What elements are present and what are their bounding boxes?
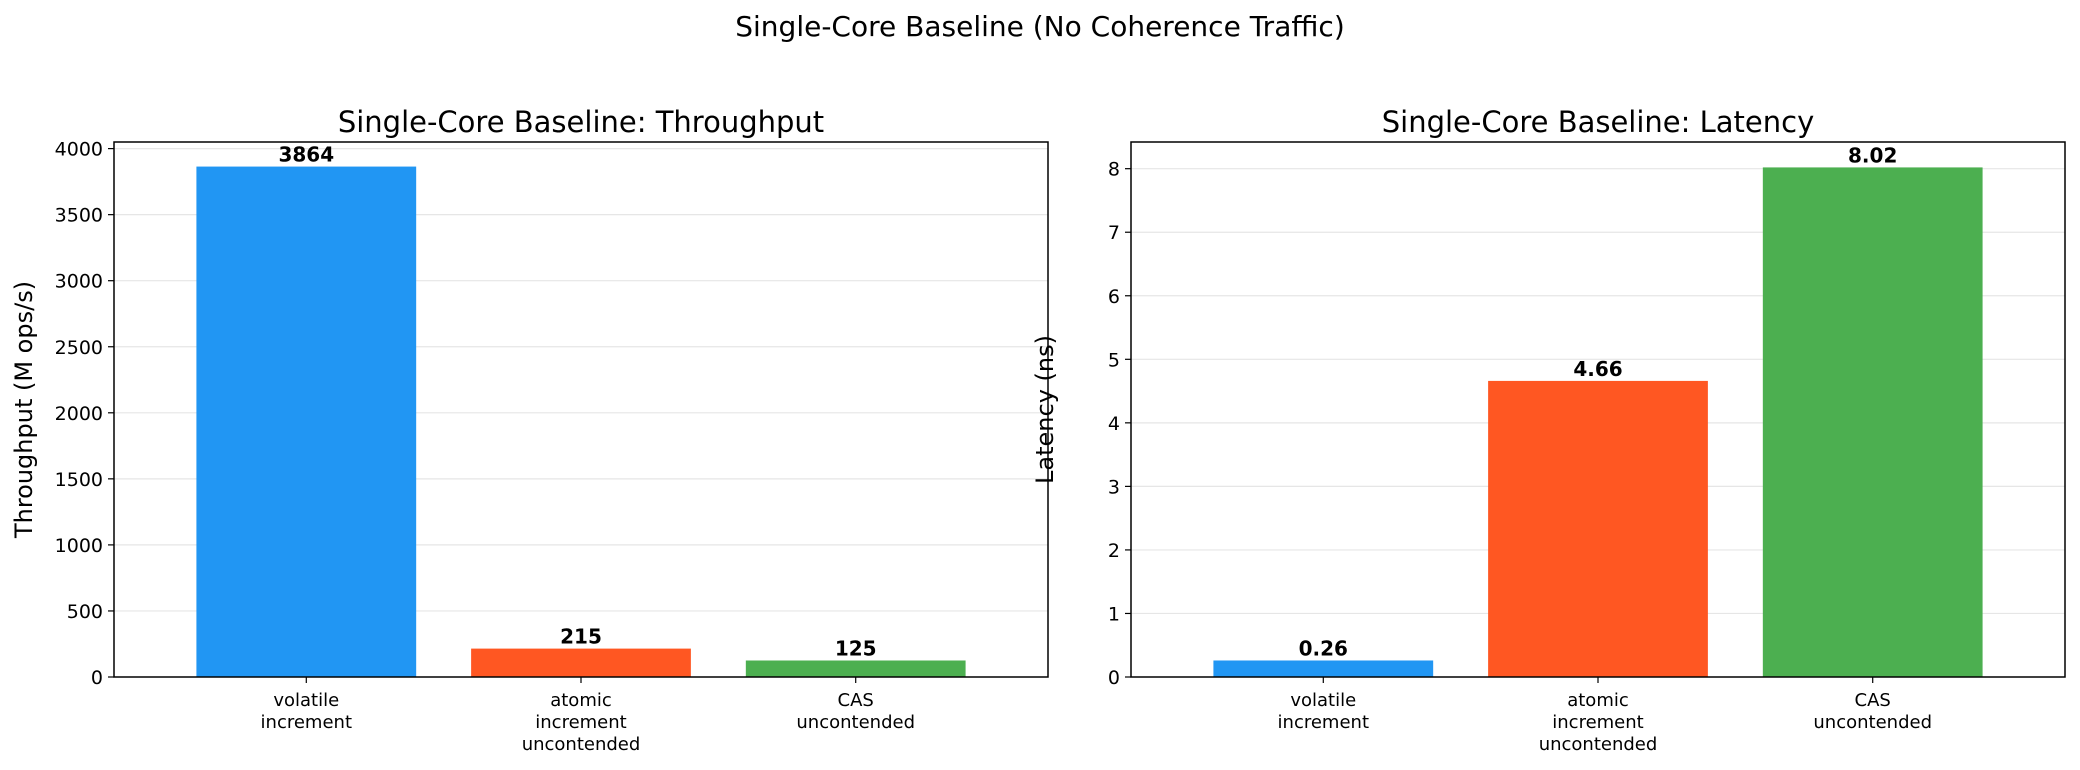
- latency-category-label-1: atomic increment uncontended: [1539, 690, 1658, 755]
- latency-category-label-2: CAS uncontended: [1813, 690, 1932, 733]
- latency-ytick-label: 0: [1108, 667, 1120, 689]
- throughput-category-label-1: atomic increment uncontended: [522, 690, 641, 755]
- latency-ytick-label: 3: [1108, 476, 1120, 498]
- throughput-chart-title: Single-Core Baseline: Throughput: [338, 105, 824, 139]
- latency-ylabel: Latency (ns): [1031, 335, 1059, 484]
- latency-ytick-label: 7: [1108, 222, 1120, 244]
- latency-chart: 0.26 volatile increment 4.66 atomic increment…: [1031, 105, 2066, 755]
- throughput-ytick-label: 1000: [55, 535, 103, 557]
- throughput-ytick-label: 3000: [55, 271, 103, 293]
- throughput-ytick-label: 3500: [55, 205, 103, 227]
- latency-chart-title: Single-Core Baseline: Latency: [1382, 105, 1815, 139]
- throughput-bar-0: [196, 166, 417, 677]
- latency-bar-2: [1762, 167, 1983, 677]
- latency-ytick-label: 1: [1108, 603, 1120, 625]
- latency-bar-1: [1488, 380, 1708, 677]
- latency-value-label-1: 4.66: [1573, 357, 1622, 381]
- throughput-ytick-label: 0: [91, 667, 103, 689]
- latency-bar-0: [1213, 660, 1434, 677]
- throughput-bar-1: [471, 648, 691, 677]
- throughput-ytick-label: 2500: [55, 337, 103, 359]
- throughput-chart: 3864 volatile increment 215 atomic increment u…: [10, 105, 1049, 755]
- latency-value-label-2: 8.02: [1848, 143, 1897, 167]
- throughput-category-label-0: volatile increment: [261, 690, 352, 733]
- throughput-axes-frame: [113, 141, 1049, 678]
- latency-ytick-label: 4: [1108, 413, 1120, 435]
- throughput-ytick-label: 500: [67, 601, 103, 623]
- latency-category-label-0: volatile increment: [1278, 690, 1369, 733]
- throughput-value-label-1: 215: [560, 625, 602, 649]
- latency-ytick-label: 2: [1108, 540, 1120, 562]
- throughput-value-label-0: 3864: [278, 143, 334, 167]
- throughput-category-label-2: CAS uncontended: [796, 690, 915, 733]
- throughput-ytick-label: 4000: [55, 139, 103, 161]
- throughput-ytick-label: 2000: [55, 403, 103, 425]
- latency-axes-frame: [1130, 141, 2066, 678]
- throughput-ylabel: Throughput (M ops/s): [10, 281, 38, 539]
- figure-suptitle: Single-Core Baseline (No Coherence Traff…: [735, 10, 1345, 43]
- throughput-bar-2: [745, 660, 966, 677]
- latency-value-label-0: 0.26: [1299, 636, 1348, 660]
- throughput-ytick-label: 1500: [55, 469, 103, 491]
- throughput-value-label-2: 125: [835, 636, 877, 660]
- latency-ytick-label: 5: [1108, 349, 1120, 371]
- latency-ytick-label: 6: [1108, 286, 1120, 308]
- latency-ytick-label: 8: [1108, 159, 1120, 181]
